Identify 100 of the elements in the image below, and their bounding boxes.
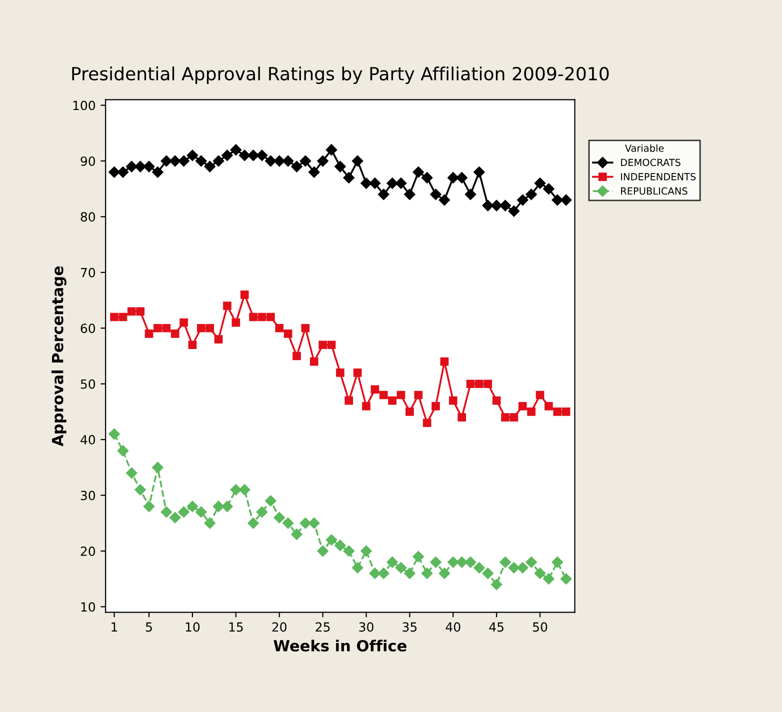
point [230,144,242,156]
point [438,568,450,579]
point [500,200,511,212]
point [308,518,320,529]
point [500,556,511,568]
point [154,324,162,332]
point [212,155,224,167]
point [162,324,171,332]
point [143,500,155,512]
point [291,160,302,172]
point [526,188,537,200]
point [240,290,249,299]
legend-title: Variable [624,144,664,152]
point [490,578,502,590]
point [186,500,198,512]
point [274,512,285,524]
point [370,385,380,394]
point [265,155,276,167]
point [379,390,388,400]
x-tick-label: 45 [489,622,504,632]
point [292,352,301,360]
point [204,160,216,172]
point [326,534,338,546]
point [230,484,242,496]
point [464,188,476,200]
point [117,166,129,178]
y-tick-label: 40 [80,435,96,445]
chart-title: Presidential Approval Ratings by Party Affiliation 2009-2010 [72,66,609,84]
point [360,178,372,189]
point [222,500,233,512]
point [152,166,164,178]
point [256,506,268,518]
point [475,380,484,388]
point [334,540,346,552]
point [291,528,302,540]
point [421,172,433,184]
y-tick-label: 20 [80,546,96,556]
point [318,340,327,350]
point [395,178,407,189]
point [143,160,155,172]
point [334,160,346,172]
y-tick-label: 80 [80,212,96,222]
point [508,562,520,574]
point [369,178,381,189]
point [118,312,128,322]
point [134,160,146,172]
point [327,340,336,350]
point [206,324,214,332]
point [204,518,216,529]
point [464,556,476,568]
y-tick-label: 100 [73,100,96,110]
point [266,312,275,322]
point [440,357,449,366]
point [534,568,546,579]
point [136,307,144,316]
x-tick-label: 50 [533,622,548,632]
point [388,396,396,405]
point [282,518,294,529]
legend-label: DEMOCRATS [621,158,680,166]
x-tick-label: 30 [359,622,374,632]
point [362,402,370,410]
point [517,194,528,206]
point [360,545,372,557]
point [160,155,172,167]
point [186,150,198,162]
point [466,380,475,388]
point [256,150,268,162]
point [178,155,190,167]
point [553,408,562,416]
point [178,506,190,518]
point [456,172,468,184]
point [188,340,197,350]
y-tick-label: 70 [80,268,96,278]
point [126,467,138,479]
point [474,562,485,574]
point [238,484,250,496]
x-tick-label: 15 [229,622,243,632]
point [396,390,406,400]
point [258,312,266,322]
point [336,368,344,377]
point [421,568,433,579]
y-tick-label: 50 [80,379,96,389]
point [536,390,544,400]
x-tick-label: 40 [446,622,460,632]
point [456,556,468,568]
point [275,324,284,332]
y-tick-label: 10 [81,602,96,612]
point [414,390,423,400]
x-tick-label: 10 [186,622,200,632]
point [248,518,259,529]
point [169,155,181,167]
x-tick-label: 1 [112,622,118,632]
point [223,302,232,310]
point [249,312,258,322]
point [300,155,312,167]
point [501,413,510,422]
point [527,408,536,416]
point [544,402,553,410]
point [344,396,354,405]
point [412,550,424,562]
